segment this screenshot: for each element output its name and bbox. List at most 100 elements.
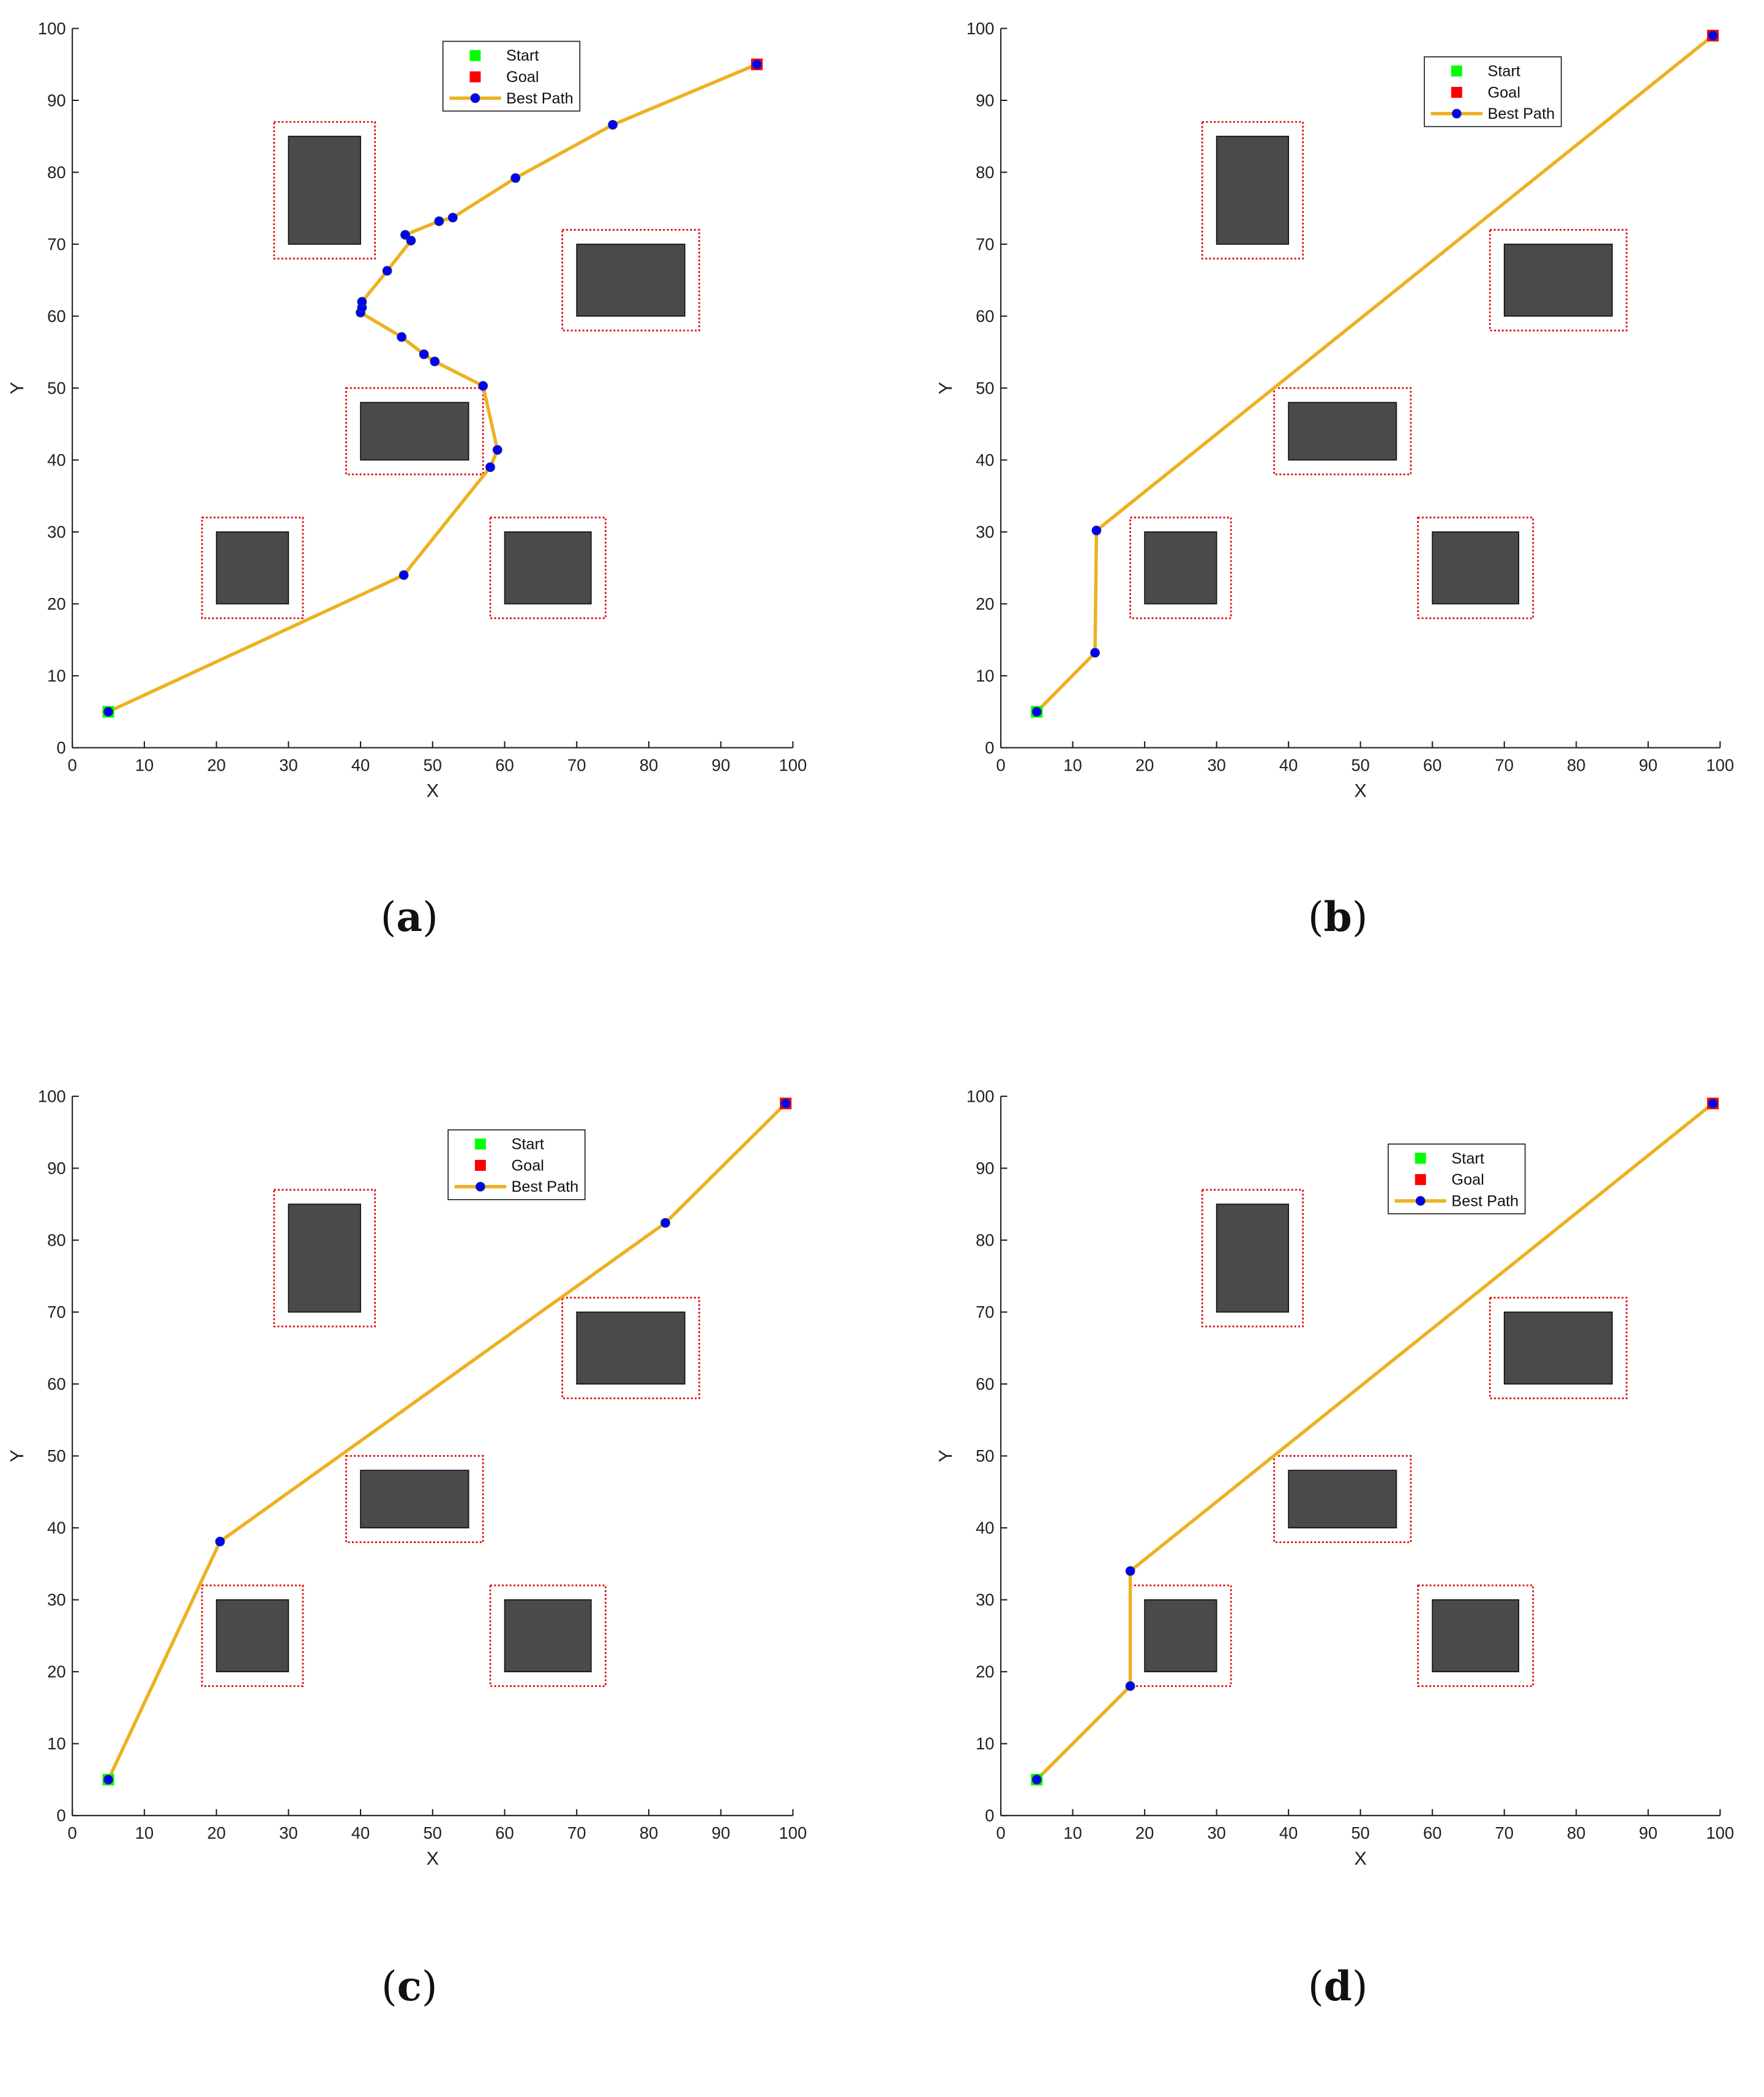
axes: 0 10 20 30 40 50 60 70 80 90 100 0 10 20 30 40 50 60 70 80 9…: [7, 1087, 807, 1869]
legend-start-label: Start: [511, 1136, 544, 1153]
x-tick-label: 70: [567, 756, 586, 775]
axes: 0 10 20 30 40 50 60 70 80 90 100 0 10 20 30 40 50 60 70 80 9…: [935, 1087, 1734, 1869]
waypoint-2: [660, 1218, 670, 1228]
waypoint-3: [780, 1099, 791, 1108]
y-tick-label: 50: [976, 1446, 994, 1465]
safety-zone-1: [1489, 229, 1628, 332]
y-tick-label: 20: [976, 1662, 994, 1681]
axes: 0 10 20 30 40 50 60 70 80 90 100 0 10 20 30 40 50 60 70 80 9…: [7, 19, 807, 801]
y-tick-label: 80: [976, 163, 994, 182]
y-tick-label: 80: [47, 1231, 65, 1250]
figure: 0 10 20 30 40 50 60 70 80 90 100 0 10 20 30 40 50 60 70 80 9…: [7, 19, 1734, 2011]
x-tick-label: 60: [495, 1823, 514, 1842]
y-tick-label: 100: [966, 19, 995, 38]
safety-zone-0: [273, 121, 376, 260]
waypoint-1: [1125, 1681, 1135, 1691]
x-tick-label: 0: [68, 756, 77, 775]
legend-start-marker: [469, 50, 481, 61]
waypoint-11: [382, 266, 392, 276]
waypoint-13: [400, 230, 410, 240]
obstacle-0: [1216, 135, 1290, 245]
y-tick-label: 80: [976, 1231, 994, 1250]
best-path-line: [1035, 1102, 1714, 1781]
x-tick-label: 90: [711, 1823, 730, 1842]
legend: Start Goal Best Path: [442, 40, 581, 112]
y-tick-label: 20: [976, 594, 994, 613]
safety-zone-2: [1273, 1455, 1412, 1544]
y-tick-label: 30: [47, 1590, 65, 1609]
y-axis-label: Y: [935, 382, 956, 394]
y-tick-label: 100: [38, 1087, 66, 1106]
y-tick-label: 60: [47, 307, 65, 326]
waypoint-2: [1125, 1566, 1135, 1576]
y-tick-label: 10: [47, 1734, 65, 1753]
x-tick-label: 30: [279, 1823, 297, 1842]
y-tick-label: 20: [47, 1662, 65, 1681]
x-tick-label: 80: [1567, 756, 1585, 775]
panel-d-caption: (d): [1307, 1962, 1368, 2011]
waypoint-3: [492, 445, 503, 455]
x-tick-label: 50: [424, 756, 442, 775]
best-path-line: [107, 1102, 787, 1781]
legend-goal-label: Goal: [1488, 84, 1520, 101]
y-tick-label: 80: [47, 163, 65, 182]
y-tick-label: 30: [976, 523, 994, 542]
x-tick-label: 50: [1351, 1823, 1369, 1842]
legend-start-marker: [474, 1138, 486, 1150]
x-tick-label: 70: [1495, 1823, 1513, 1842]
waypoint-0: [1031, 706, 1042, 717]
panel-b-caption: (b): [1307, 893, 1368, 941]
legend-goal-marker: [1415, 1174, 1426, 1186]
panel-a-caption: (a): [380, 893, 438, 941]
legend-path-marker: [1451, 108, 1462, 119]
waypoint-3: [1708, 31, 1718, 41]
waypoint-10: [357, 297, 367, 307]
y-tick-label: 60: [976, 307, 994, 326]
panel-a-chart: 0 10 20 30 40 50 60 70 80 90 100 0 10 20 30 40 50 60 70 80 9…: [7, 19, 807, 801]
x-tick-label: 40: [1279, 1823, 1298, 1842]
waypoint-18: [752, 59, 762, 70]
x-tick-label: 100: [779, 1823, 807, 1842]
best-path-line: [1035, 34, 1714, 713]
x-tick-label: 0: [996, 756, 1005, 775]
legend-goal-marker: [469, 71, 481, 83]
legend: Start Goal Best Path: [1388, 1143, 1526, 1215]
x-tick-label: 10: [1063, 756, 1082, 775]
y-tick-label: 60: [976, 1375, 994, 1394]
obstacle-2: [360, 1470, 469, 1529]
panel-c-caption: (c): [381, 1962, 438, 2011]
plot-area: [1031, 1097, 1719, 1786]
safety-zone-2: [345, 387, 484, 476]
safety-zone-1: [561, 1296, 700, 1400]
waypoint-4: [478, 381, 488, 391]
obstacle-3: [1144, 531, 1217, 605]
y-tick-label: 10: [47, 667, 65, 686]
safety-zone-3: [201, 517, 304, 619]
obstacle-1: [576, 1311, 686, 1385]
panel-c-chart: 0 10 20 30 40 50 60 70 80 90 100 0 10 20 30 40 50 60 70 80 9…: [7, 1087, 807, 1869]
waypoint-1: [215, 1536, 225, 1547]
obstacle-3: [215, 531, 290, 605]
y-axis-label: Y: [7, 382, 28, 394]
x-tick-label: 80: [1567, 1823, 1585, 1842]
legend-start-marker: [1415, 1153, 1426, 1164]
x-tick-label: 20: [1135, 756, 1154, 775]
legend-goal-label: Goal: [506, 69, 539, 86]
legend-goal-marker: [474, 1160, 486, 1172]
safety-zone-2: [345, 1455, 484, 1544]
y-tick-label: 0: [985, 738, 994, 757]
waypoint-1: [1090, 648, 1100, 658]
legend-goal-label: Goal: [1451, 1172, 1484, 1189]
x-tick-label: 20: [207, 1823, 225, 1842]
obstacle-1: [1503, 244, 1613, 317]
legend-path-label: Best Path: [506, 90, 574, 107]
x-axis-label: X: [427, 1848, 439, 1869]
safety-zone-4: [1417, 517, 1534, 619]
waypoint-5: [430, 356, 440, 367]
safety-zone-4: [1417, 1584, 1534, 1688]
x-tick-label: 70: [1495, 756, 1513, 775]
x-tick-label: 30: [1207, 756, 1225, 775]
legend-start-label: Start: [1488, 62, 1520, 80]
y-tick-label: 10: [976, 1734, 994, 1753]
plot-area: [102, 58, 763, 718]
